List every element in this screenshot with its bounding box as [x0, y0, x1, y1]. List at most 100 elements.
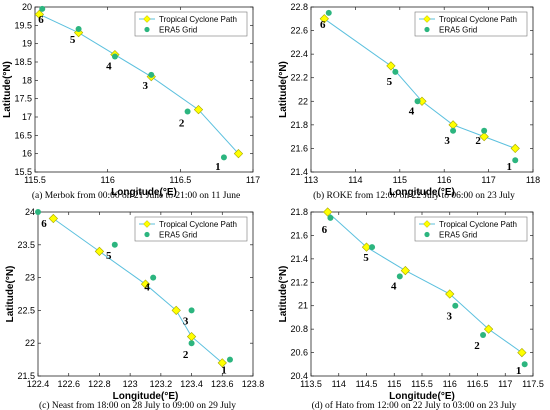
- legend-grid-label: ERA5 Grid: [439, 231, 477, 240]
- panel-caption: (d) of Hato from 12:00 on 22 July to 03:…: [312, 400, 517, 410]
- point-number-label: 3: [447, 311, 453, 323]
- x-axis-label: Longitude(°E): [111, 187, 177, 198]
- y-axis-label: Latitude(°N): [2, 61, 13, 118]
- era5-grid-point: [521, 361, 528, 368]
- y-tick-label: 20.4: [290, 371, 308, 381]
- chart-panel-d: 113.5 114 114.5 115 115.5 116 116.5 117 117.5 20.…: [278, 207, 544, 410]
- x-tick-label: 123.6: [211, 379, 234, 389]
- era5-grid-point: [220, 154, 227, 161]
- y-tick-label: 16: [22, 149, 32, 159]
- era5-grid-point: [148, 71, 155, 78]
- chart-panel-c: 122.4 122.6 122.8 123 123.2 123.4 123.6 123.821…: [5, 207, 264, 410]
- x-tick-label: 113: [304, 175, 318, 185]
- y-tick-label: 21.8: [290, 120, 308, 130]
- cyclone-path-point: [217, 358, 227, 368]
- cyclone-path-point: [483, 324, 494, 334]
- x-tick-label: 115.5: [24, 175, 46, 185]
- legend-diamond-marker: [423, 15, 431, 23]
- cyclone-path-point: [48, 213, 58, 224]
- cyclone-path-point: [479, 132, 489, 142]
- era5-grid-point: [327, 214, 334, 221]
- x-tick-label: 122.4: [27, 379, 50, 389]
- cyclone-path-point: [400, 265, 410, 276]
- legend-grid-label: ERA5 Grid: [159, 231, 197, 240]
- x-tick-label: 123.8: [242, 379, 265, 389]
- point-number-label: 1: [215, 161, 221, 173]
- x-axis-label: Longitude(°E): [389, 187, 455, 198]
- cyclone-path-point: [73, 28, 84, 38]
- y-axis-label: Latitude(°N): [5, 266, 16, 323]
- panel-caption: (c) Neast from 18:00 on 28 July to 09:00…: [39, 400, 236, 410]
- legend-grid-label: ERA5 Grid: [159, 26, 197, 35]
- era5-grid-point: [75, 26, 82, 32]
- x-tick-label: 117.5: [522, 379, 544, 389]
- legend: Tropical Cyclone Path ERA5 Grid: [134, 216, 248, 242]
- era5-grid-point: [39, 5, 46, 12]
- legend-path-label: Tropical Cyclone Path: [159, 220, 237, 229]
- point-number-label: 3: [444, 135, 450, 147]
- cyclone-path-point: [34, 9, 44, 19]
- x-tick-label: 115: [393, 175, 407, 185]
- cyclone-path-point: [386, 61, 396, 71]
- era5-grid-point: [325, 9, 332, 16]
- x-tick-label: 117: [498, 379, 512, 389]
- legend-box: [134, 216, 248, 242]
- legend-box: [414, 11, 528, 37]
- era5-grid-point: [396, 273, 403, 280]
- point-number-label: 2: [183, 349, 189, 361]
- y-tick-label: 19.5: [14, 20, 32, 30]
- x-tick-label: 114.5: [356, 379, 378, 389]
- x-tick-label: 113.5: [300, 379, 322, 389]
- era5-grid-point: [392, 68, 399, 75]
- y-tick-label: 21.4: [290, 167, 308, 177]
- point-number-label: 2: [475, 135, 481, 147]
- y-tick-label: 22: [298, 96, 308, 106]
- x-tick-label: 116.5: [467, 379, 489, 389]
- point-number-label: 6: [320, 19, 326, 31]
- era5-grid-point: [512, 157, 519, 164]
- x-tick-label: 116: [100, 175, 114, 185]
- x-tick-label: 118: [526, 175, 540, 185]
- era5-grid-point: [150, 274, 157, 281]
- x-tick-label: 116: [437, 175, 451, 185]
- point-number-label: 6: [322, 224, 328, 236]
- cyclone-path-point: [193, 105, 204, 115]
- point-number-label: 1: [516, 365, 522, 377]
- x-axis-label: Longitude(°E): [113, 391, 179, 402]
- era5-grid-point: [188, 307, 195, 314]
- y-tick-label: 21.2: [290, 277, 308, 287]
- point-number-label: 5: [70, 34, 76, 46]
- era5-grid-point: [480, 332, 487, 338]
- era5-grid-point: [184, 108, 191, 115]
- point-number-label: 2: [179, 118, 185, 130]
- era5-grid-point: [452, 302, 459, 309]
- x-tick-label: 123: [123, 379, 138, 389]
- x-tick-label: 117: [246, 175, 260, 185]
- y-tick-label: 21: [298, 301, 308, 311]
- era5-grid-point: [450, 127, 457, 134]
- legend-path-label: Tropical Cyclone Path: [439, 220, 517, 229]
- x-tick-label: 114: [332, 379, 346, 389]
- y-tick-label: 22.8: [290, 2, 308, 12]
- x-tick-label: 114: [348, 175, 362, 185]
- y-tick-label: 21.5: [17, 371, 35, 381]
- point-number-label: 4: [106, 61, 112, 73]
- x-tick-label: 115.5: [411, 379, 433, 389]
- cyclone-path-point: [517, 347, 527, 358]
- legend: Tropical Cyclone Path ERA5 Grid: [414, 216, 528, 242]
- legend-grid-label: ERA5 Grid: [439, 26, 477, 35]
- cyclone-path-point: [361, 242, 372, 252]
- point-number-label: 6: [38, 14, 44, 26]
- point-number-label: 4: [391, 280, 397, 292]
- legend-path-label: Tropical Cyclone Path: [159, 15, 237, 24]
- point-number-label: 2: [474, 340, 480, 352]
- legend-path-label: Tropical Cyclone Path: [439, 15, 517, 24]
- point-number-label: 6: [41, 218, 47, 230]
- y-tick-label: 18.5: [14, 57, 32, 67]
- cyclone-path-line: [327, 211, 523, 354]
- cyclone-path-point: [323, 207, 333, 217]
- cyclone-path-line: [39, 13, 239, 155]
- y-tick-label: 20.6: [290, 348, 308, 358]
- y-tick-label: 17.5: [14, 94, 32, 104]
